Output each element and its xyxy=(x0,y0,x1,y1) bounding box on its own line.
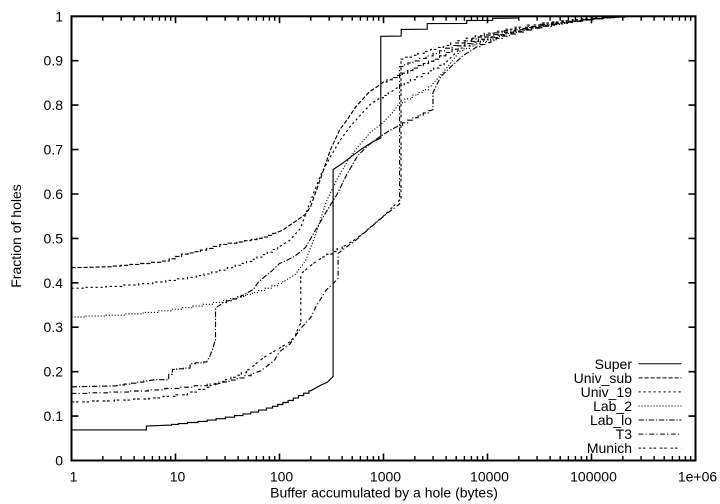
svg-text:10: 10 xyxy=(170,468,186,484)
svg-text:10000: 10000 xyxy=(470,468,509,484)
svg-text:Univ_sub: Univ_sub xyxy=(574,370,633,386)
svg-text:Lab_lo: Lab_lo xyxy=(590,412,632,428)
svg-text:0.8: 0.8 xyxy=(44,97,64,113)
svg-text:0: 0 xyxy=(55,453,63,469)
svg-text:Univ_19: Univ_19 xyxy=(581,384,633,400)
svg-text:1: 1 xyxy=(70,468,78,484)
svg-text:1: 1 xyxy=(55,8,63,24)
svg-text:Munich: Munich xyxy=(587,440,632,456)
svg-text:100: 100 xyxy=(270,468,294,484)
svg-text:Buffer accumulated by a hole (: Buffer accumulated by a hole (bytes) xyxy=(270,485,498,501)
svg-text:0.7: 0.7 xyxy=(44,142,64,158)
svg-text:0.2: 0.2 xyxy=(44,364,64,380)
svg-text:0.6: 0.6 xyxy=(44,186,64,202)
svg-text:0.1: 0.1 xyxy=(44,408,64,424)
svg-text:Super: Super xyxy=(595,356,633,372)
svg-text:100000: 100000 xyxy=(570,468,617,484)
svg-text:Lab_2: Lab_2 xyxy=(593,398,632,414)
svg-text:0.4: 0.4 xyxy=(44,275,64,291)
svg-text:1e+06: 1e+06 xyxy=(678,468,718,484)
svg-text:1000: 1000 xyxy=(370,468,401,484)
svg-text:0.3: 0.3 xyxy=(44,319,64,335)
svg-text:0.9: 0.9 xyxy=(44,53,64,69)
svg-text:T3: T3 xyxy=(616,426,633,442)
svg-text:0.5: 0.5 xyxy=(44,230,64,246)
svg-text:Fraction of holes: Fraction of holes xyxy=(8,184,24,288)
